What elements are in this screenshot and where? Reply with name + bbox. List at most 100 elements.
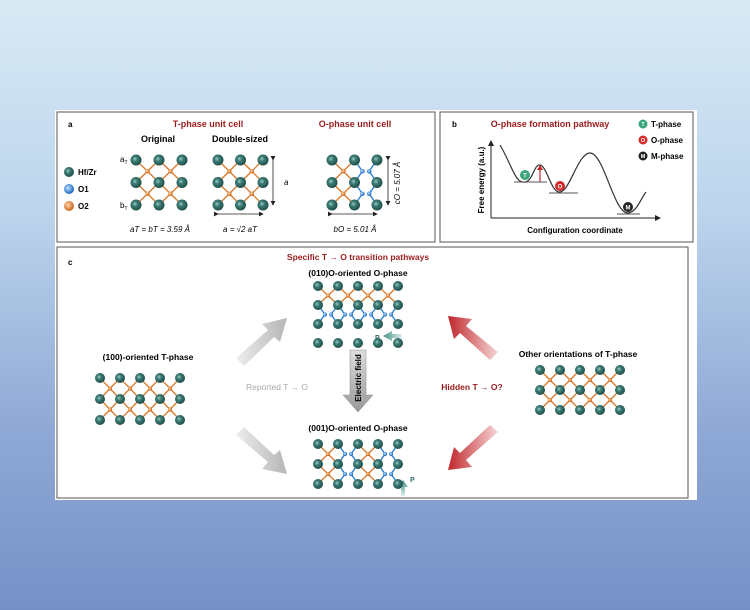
arrow-red-up xyxy=(448,316,498,360)
o1-atom xyxy=(368,312,374,317)
energy-axes xyxy=(488,140,661,221)
o1-atom xyxy=(362,312,368,317)
y-axis-label: Free energy (a.u.) xyxy=(477,146,486,213)
hfzr-atom xyxy=(130,177,142,188)
reported-label: Reported T → O xyxy=(246,382,308,392)
bt-label: bT xyxy=(120,201,128,212)
o1-atom xyxy=(348,451,354,457)
o1-atom xyxy=(388,451,394,457)
hfzr-atom xyxy=(535,405,545,415)
hfzr-atom xyxy=(155,394,165,404)
hfzr-atoms xyxy=(130,154,188,211)
o2-atom-icon xyxy=(64,201,74,211)
panel-b-legend: T T-phase O O-phase M M-phase xyxy=(638,119,684,161)
hfzr-atom xyxy=(115,415,125,425)
hfzr-atom xyxy=(595,405,605,415)
hfzr-atom xyxy=(333,338,343,348)
hfzr-atom xyxy=(235,177,246,188)
hfzr-atom xyxy=(555,385,565,395)
hfzr-atom-icon xyxy=(64,167,74,177)
o2-atom xyxy=(365,293,371,298)
legend-mark: O xyxy=(641,138,646,144)
o2-atom xyxy=(547,397,553,403)
o1-atom xyxy=(382,471,388,477)
legend-o2: O2 xyxy=(78,202,89,211)
hfzr-atom xyxy=(115,394,125,404)
hfzr-atom xyxy=(130,154,142,166)
hfzr-atom xyxy=(353,281,363,291)
hfzr-atom xyxy=(333,459,343,469)
hfzr-atom xyxy=(313,479,323,489)
hfzr-atom xyxy=(373,300,383,310)
hfzr-atom xyxy=(595,385,605,395)
right-label: Other orientations of T-phase xyxy=(519,349,638,359)
o2-atom xyxy=(167,386,173,391)
o2-atom xyxy=(587,397,593,403)
hfzr-atom xyxy=(212,177,224,188)
hfzr-atoms xyxy=(313,281,403,348)
oxygen-atoms xyxy=(322,293,394,317)
marker-letter: M xyxy=(626,206,631,212)
hfzr-atom xyxy=(393,459,403,469)
hfzr-atom xyxy=(535,385,545,395)
hfzr-atom xyxy=(212,154,224,166)
phase-markers: T O M xyxy=(520,170,633,212)
lattice-other-t-phase xyxy=(535,365,625,415)
hfzr-atom xyxy=(95,394,105,404)
o2-atom xyxy=(325,471,331,477)
hfzr-atom xyxy=(333,281,343,291)
m-phase-marker xyxy=(623,202,633,212)
o2-atom xyxy=(325,293,331,298)
hfzr-atom xyxy=(155,373,165,383)
o2-atom xyxy=(385,293,391,298)
panel-a-label: a xyxy=(68,120,73,129)
hfzr-atom xyxy=(155,415,165,425)
hfzr-atom xyxy=(353,319,363,329)
o2-atom xyxy=(340,168,346,174)
legend-o-phase-icon xyxy=(638,135,648,145)
o2-atom xyxy=(345,293,351,298)
hfzr-atoms xyxy=(212,154,269,211)
hfzr-atom xyxy=(313,338,323,348)
o1-atom xyxy=(360,168,365,174)
eq-bo: bO = 5.01 Å xyxy=(334,225,377,234)
o1-atom xyxy=(382,451,388,457)
hfzr-atom xyxy=(175,394,185,404)
legend-o-phase: O-phase xyxy=(651,136,684,145)
o2-atom xyxy=(127,407,133,412)
hfzr-atom xyxy=(349,199,360,211)
at-label: aT xyxy=(120,155,128,166)
legend-m-phase-icon xyxy=(638,151,648,161)
at-sub: T xyxy=(124,160,127,166)
hfzr-atom xyxy=(615,365,625,375)
left-label: (100)-oriented T-phase xyxy=(103,352,194,362)
o2-atom xyxy=(547,377,553,383)
o2-atom xyxy=(168,191,173,197)
hfzr-atom xyxy=(135,394,145,404)
oxygen-atoms xyxy=(340,168,372,197)
oxygen-atoms xyxy=(547,377,613,403)
hidden-label: Hidden T → O? xyxy=(441,382,502,392)
hfzr-atom xyxy=(130,199,142,211)
o1-atom xyxy=(382,312,388,317)
o1-atom-icon xyxy=(64,184,74,194)
hfzr-atom xyxy=(326,199,338,211)
hfzr-atom xyxy=(153,154,165,166)
o2-atom xyxy=(226,191,232,197)
oxygen-atoms xyxy=(325,451,394,477)
hfzr-atom xyxy=(257,177,269,188)
hfzr-atoms xyxy=(313,439,403,489)
o1-atom xyxy=(348,471,354,477)
hfzr-atom xyxy=(257,199,269,211)
marker-letter: O xyxy=(558,185,563,191)
o1-atom xyxy=(388,312,394,317)
hfzr-atom xyxy=(373,281,383,291)
o2-atom xyxy=(107,407,113,412)
o1-atom xyxy=(366,191,372,197)
hfzr-atoms xyxy=(535,365,625,415)
o2-atom xyxy=(567,377,573,383)
o2-atom xyxy=(147,386,153,391)
legend-o1: O1 xyxy=(78,185,89,194)
o-phase-marker xyxy=(555,181,565,191)
hfzr-atom xyxy=(371,154,383,166)
